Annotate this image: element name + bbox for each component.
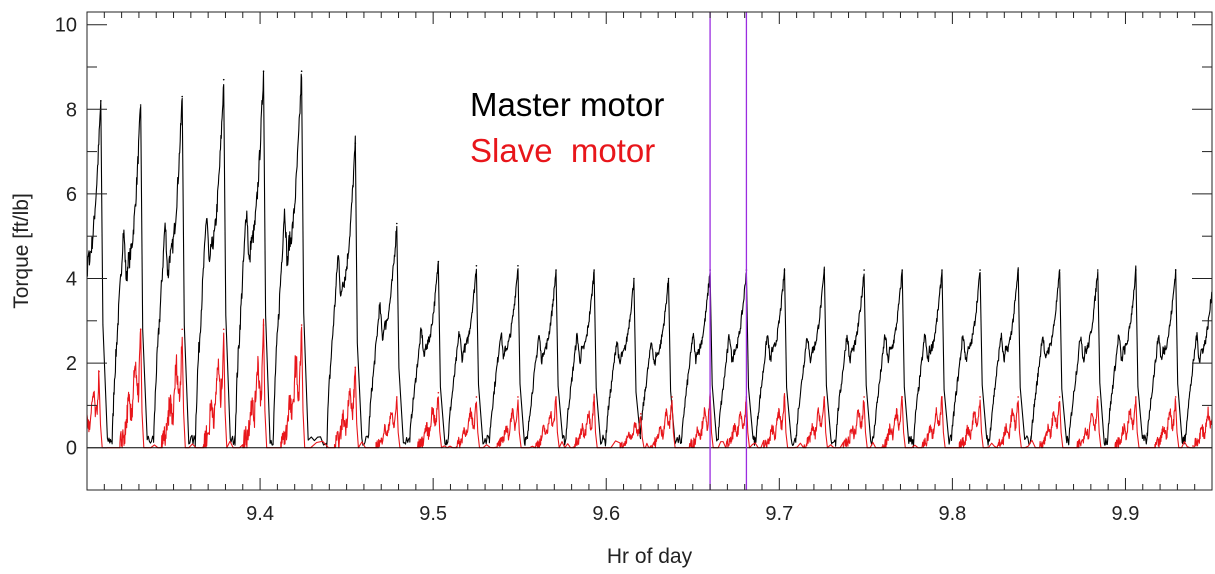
- x-tick-label: 9.9: [1112, 503, 1140, 525]
- series-line-slave-motor: [87, 318, 1212, 449]
- peak-point: [823, 396, 826, 398]
- peak-point: [1135, 269, 1137, 271]
- peak-point: [396, 396, 398, 398]
- peak-point: [396, 222, 398, 225]
- peak-point: [262, 70, 265, 73]
- x-tick-label: 9.8: [938, 503, 966, 525]
- peak-point: [100, 100, 102, 102]
- peak-point: [437, 260, 440, 263]
- y-tick-label: 6: [66, 184, 77, 206]
- peak-point: [437, 391, 440, 394]
- x-tick-label: 9.4: [246, 503, 274, 525]
- peak-point: [262, 324, 265, 326]
- peak-point: [979, 269, 981, 271]
- peak-point: [640, 413, 642, 415]
- peak-point: [901, 396, 903, 398]
- peak-point: [863, 269, 865, 271]
- peak-point: [979, 396, 981, 398]
- peak-point: [667, 277, 670, 280]
- peak-point: [300, 324, 303, 326]
- peak-point: [1135, 396, 1137, 398]
- x-axis-title: Hr of day: [607, 545, 693, 568]
- peak-point: [181, 328, 183, 331]
- y-tick-label: 2: [66, 353, 77, 375]
- legend-entry-slave-motor: Slave motor: [470, 132, 655, 169]
- peak-point: [300, 70, 303, 73]
- peak-point: [1058, 396, 1061, 398]
- peak-point: [354, 142, 357, 144]
- peak-point: [1174, 396, 1177, 398]
- peak-point: [593, 396, 595, 398]
- peak-point: [555, 269, 557, 271]
- peak-point: [139, 104, 142, 106]
- ticks: 9.4 9.5 9.6 9.7 9.8 9.9 0 2 4 6 8 10: [55, 12, 1213, 525]
- peak-point: [593, 269, 595, 271]
- peak-point: [98, 370, 100, 373]
- series-line-master-motor: [87, 71, 1212, 449]
- x-tick-label: 9.5: [419, 503, 447, 525]
- x-tick-label: 9.7: [765, 503, 793, 525]
- peak-point: [941, 396, 943, 398]
- peak-point: [1017, 269, 1019, 271]
- y-tick-label: 8: [66, 99, 77, 121]
- peak-point: [863, 396, 865, 398]
- peak-point: [475, 396, 478, 398]
- peak-point: [783, 269, 786, 271]
- peak-point: [1058, 269, 1061, 271]
- peak-point: [1096, 396, 1099, 398]
- peak-point: [1096, 269, 1099, 271]
- peak-point: [823, 269, 826, 271]
- peak-point: [517, 396, 519, 398]
- peak-point: [941, 269, 943, 271]
- peak-point: [1017, 396, 1019, 398]
- reference-lines: [87, 12, 1212, 490]
- legend-entry-master-motor: Master motor: [470, 86, 664, 123]
- x-tick-label: 9.6: [592, 503, 620, 525]
- peak-point: [517, 265, 519, 267]
- peak-point: [222, 328, 225, 331]
- y-tick-label: 10: [55, 15, 77, 37]
- peak-point: [1174, 269, 1177, 271]
- peak-point: [671, 396, 673, 398]
- series-layer: [87, 70, 1212, 449]
- peak-point: [181, 95, 183, 98]
- y-tick-label: 0: [66, 438, 77, 460]
- peak-point: [139, 328, 142, 331]
- y-axis-title: Torque [ft/lb]: [10, 193, 33, 309]
- peak-point: [222, 78, 225, 81]
- peak-point: [354, 366, 357, 369]
- peak-point: [783, 396, 786, 398]
- plot-frame: [86, 11, 1213, 491]
- peak-point: [475, 265, 478, 267]
- y-tick-label: 4: [66, 268, 77, 290]
- peak-point: [555, 396, 557, 398]
- peak-point: [901, 269, 903, 271]
- peak-point: [633, 277, 635, 280]
